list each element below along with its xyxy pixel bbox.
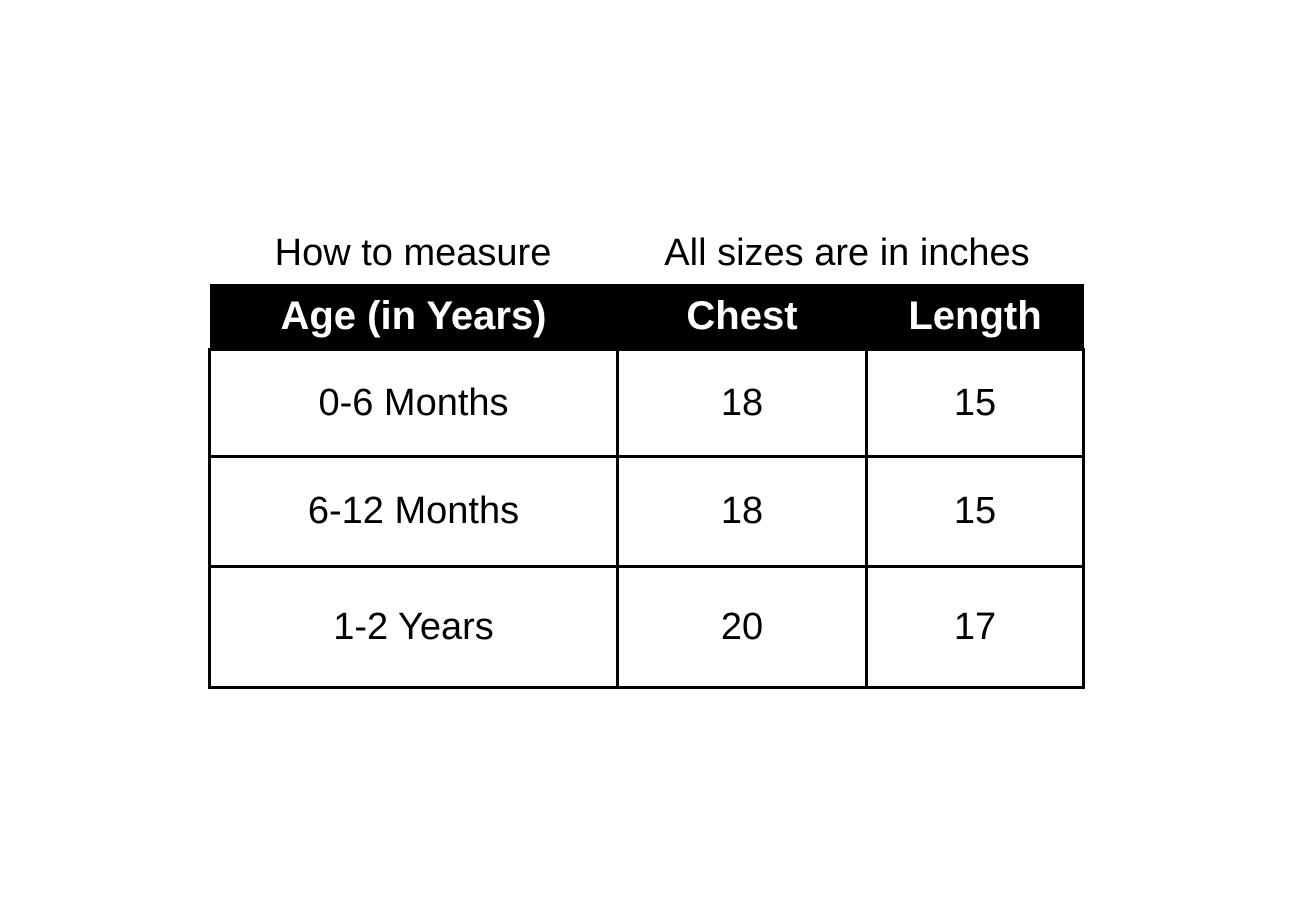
header-row: Age (in Years) Chest Length xyxy=(209,284,1084,350)
cell-length: 15 xyxy=(865,348,1085,458)
cell-age: 0-6 Months xyxy=(208,348,619,458)
size-chart-table: Age (in Years) Chest Length 0-6 Months 1… xyxy=(208,284,1085,689)
cell-chest: 18 xyxy=(616,348,868,458)
table-row: 0-6 Months 18 15 xyxy=(208,348,1085,458)
table-row: 6-12 Months 18 15 xyxy=(208,455,1085,568)
cell-length: 17 xyxy=(865,565,1085,689)
table-row: 1-2 Years 20 17 xyxy=(208,565,1085,689)
units-caption: All sizes are in inches xyxy=(664,232,1030,274)
cell-length: 15 xyxy=(865,455,1085,568)
cell-chest: 20 xyxy=(616,565,868,689)
cell-age: 1-2 Years xyxy=(208,565,619,689)
how-to-measure-caption: How to measure xyxy=(274,232,552,274)
cell-chest: 18 xyxy=(616,455,868,568)
cell-age: 6-12 Months xyxy=(208,455,619,568)
header-length: Length xyxy=(866,284,1084,350)
header-age: Age (in Years) xyxy=(209,284,618,350)
header-chest: Chest xyxy=(617,284,867,350)
